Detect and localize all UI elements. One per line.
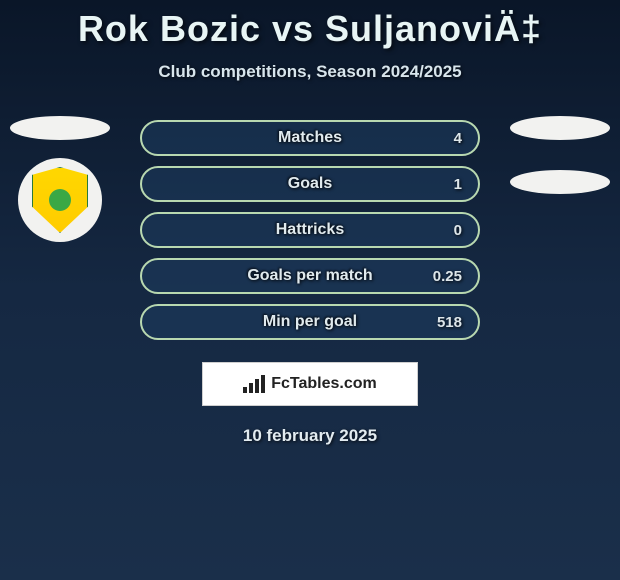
player-right-placeholder-1: [510, 116, 610, 140]
stat-value: 1: [454, 176, 462, 193]
page-subtitle: Club competitions, Season 2024/2025: [0, 62, 620, 82]
stat-label: Goals per match: [247, 267, 372, 285]
player-right-placeholder-2: [510, 170, 610, 194]
main-container: Rok Bozic vs SuljanoviÄ‡ Club competitio…: [0, 0, 620, 446]
stat-label: Goals: [288, 175, 332, 193]
brand-attribution[interactable]: FcTables.com: [202, 362, 418, 406]
stat-value: 4: [454, 130, 462, 147]
player-left-placeholder: [10, 116, 110, 140]
page-title: Rok Bozic vs SuljanoviÄ‡: [0, 8, 620, 50]
right-column: [510, 116, 610, 194]
stat-value: 0: [454, 222, 462, 239]
stat-row-hattricks: Hattricks 0: [140, 212, 480, 248]
stat-row-goals-per-match: Goals per match 0.25: [140, 258, 480, 294]
left-column: [10, 116, 110, 242]
stat-label: Hattricks: [276, 221, 344, 239]
stat-row-min-per-goal: Min per goal 518: [140, 304, 480, 340]
stat-row-matches: Matches 4: [140, 120, 480, 156]
stats-list: Matches 4 Goals 1 Hattricks 0 Goals per …: [140, 120, 480, 340]
stat-label: Min per goal: [263, 313, 357, 331]
club-shield-icon: [32, 167, 88, 233]
stat-value: 518: [437, 314, 462, 331]
club-badge-left: [18, 158, 102, 242]
bar-chart-icon: [243, 375, 265, 393]
stat-row-goals: Goals 1: [140, 166, 480, 202]
stat-label: Matches: [278, 129, 342, 147]
stat-value: 0.25: [433, 268, 462, 285]
content-area: Matches 4 Goals 1 Hattricks 0 Goals per …: [0, 120, 620, 446]
footer-date: 10 february 2025: [0, 426, 620, 446]
brand-text: FcTables.com: [271, 375, 377, 393]
